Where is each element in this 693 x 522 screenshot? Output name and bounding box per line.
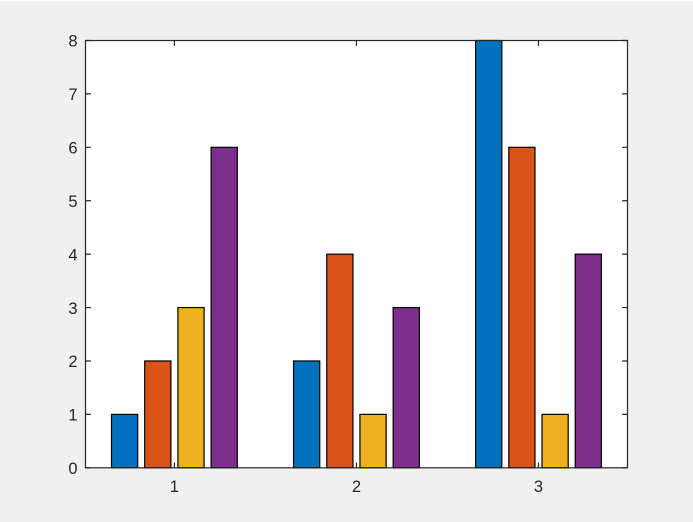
svg-text:3: 3 [534, 478, 543, 496]
svg-text:4: 4 [68, 246, 77, 264]
svg-text:5: 5 [68, 193, 77, 211]
svg-text:7: 7 [68, 86, 77, 104]
svg-text:0: 0 [68, 460, 77, 478]
svg-text:3: 3 [68, 300, 77, 318]
svg-text:6: 6 [68, 140, 77, 158]
svg-text:8: 8 [68, 33, 77, 51]
svg-text:2: 2 [68, 353, 77, 371]
svg-text:2: 2 [352, 478, 361, 496]
svg-text:1: 1 [68, 407, 77, 425]
svg-text:1: 1 [170, 478, 179, 496]
